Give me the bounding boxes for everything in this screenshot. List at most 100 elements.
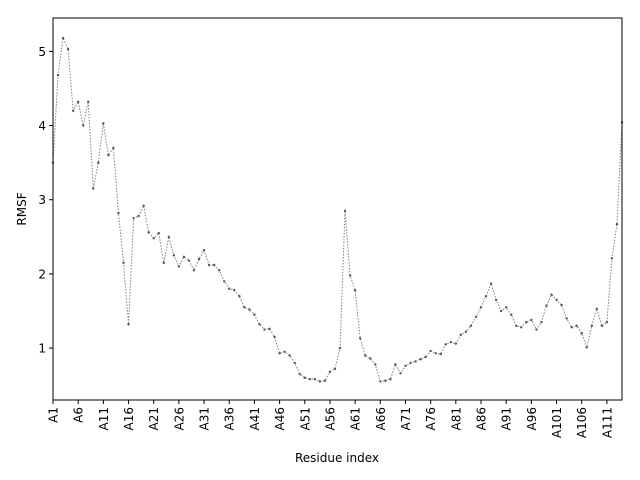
data-point xyxy=(510,313,513,316)
data-point xyxy=(394,363,397,366)
x-tick-label: A36 xyxy=(223,407,237,430)
data-point xyxy=(202,248,206,252)
data-point xyxy=(555,298,558,302)
data-point xyxy=(112,146,115,150)
data-point xyxy=(615,223,619,226)
rmsf-series-line xyxy=(52,36,623,383)
data-point xyxy=(580,332,583,335)
data-point xyxy=(595,307,599,310)
data-point xyxy=(238,294,241,298)
data-point xyxy=(348,274,352,277)
x-tick-label: A56 xyxy=(323,407,337,430)
data-point xyxy=(520,326,523,329)
x-tick-label: A11 xyxy=(97,407,111,430)
data-point xyxy=(217,268,221,272)
y-axis-ticks: 1 2 3 4 5 xyxy=(38,45,53,356)
data-point xyxy=(273,335,276,339)
data-point xyxy=(590,324,593,328)
data-point xyxy=(479,306,483,309)
x-tick-label: A46 xyxy=(273,407,287,430)
data-point xyxy=(97,161,100,164)
data-point xyxy=(504,306,508,309)
x-tick-label: A66 xyxy=(374,407,388,430)
data-point xyxy=(87,100,90,104)
y-tick-label: 4 xyxy=(38,119,46,133)
x-tick-label: A61 xyxy=(349,407,363,430)
data-point xyxy=(288,354,291,357)
data-point xyxy=(263,328,266,331)
data-point xyxy=(585,346,588,349)
data-point xyxy=(338,346,342,350)
x-tick-label: A6 xyxy=(72,407,86,423)
x-tick-label: A101 xyxy=(550,407,564,438)
data-point xyxy=(610,257,614,260)
data-point xyxy=(550,293,553,296)
data-point xyxy=(384,379,387,382)
x-tick-label: A86 xyxy=(475,407,489,430)
data-point xyxy=(253,313,256,316)
data-point xyxy=(530,318,533,322)
data-point xyxy=(545,304,548,307)
y-tick-label: 1 xyxy=(38,342,46,356)
x-tick-label: A76 xyxy=(424,407,438,430)
x-tick-label: A26 xyxy=(172,407,186,430)
axes-frame xyxy=(52,17,623,401)
data-point xyxy=(152,237,155,240)
data-point xyxy=(313,378,317,381)
data-point xyxy=(449,340,452,344)
x-axis-label: Residue index xyxy=(295,451,379,465)
data-point xyxy=(328,370,332,374)
data-point xyxy=(424,355,427,359)
x-tick-label: A51 xyxy=(298,407,312,430)
data-point xyxy=(258,323,261,326)
x-tick-label: A96 xyxy=(525,407,539,430)
data-point xyxy=(243,306,246,309)
data-point xyxy=(207,263,211,267)
data-point xyxy=(268,327,271,330)
data-point xyxy=(489,282,493,285)
data-point xyxy=(474,315,478,319)
data-point xyxy=(389,378,392,381)
data-point xyxy=(379,380,382,383)
data-point xyxy=(343,209,347,213)
data-point xyxy=(102,122,105,125)
y-tick-label: 5 xyxy=(38,45,46,59)
data-point xyxy=(399,372,402,375)
data-point xyxy=(172,254,176,257)
data-point xyxy=(434,352,437,355)
data-point xyxy=(464,330,468,333)
data-point xyxy=(127,323,130,326)
data-point xyxy=(192,268,196,272)
data-point xyxy=(187,259,191,262)
data-point xyxy=(137,214,140,218)
data-point xyxy=(560,303,563,307)
x-tick-label: A1 xyxy=(47,407,61,423)
x-tick-label: A21 xyxy=(147,407,161,430)
data-point xyxy=(600,324,604,328)
data-point xyxy=(157,231,160,235)
y-tick-label: 3 xyxy=(38,193,46,207)
data-point xyxy=(142,204,145,207)
data-point xyxy=(369,357,372,360)
data-point xyxy=(570,326,573,329)
x-tick-label: A71 xyxy=(399,407,413,430)
data-point xyxy=(484,294,488,298)
data-point xyxy=(303,376,306,379)
x-tick-label: A81 xyxy=(449,407,463,430)
data-point xyxy=(107,154,110,157)
data-point xyxy=(535,328,538,331)
x-tick-label: A91 xyxy=(500,407,514,430)
data-point xyxy=(177,265,181,268)
x-tick-label: A31 xyxy=(198,407,212,430)
data-point xyxy=(147,231,150,234)
y-tick-label: 2 xyxy=(38,267,46,281)
data-point xyxy=(419,358,422,361)
data-point xyxy=(363,354,367,357)
data-point xyxy=(293,361,296,365)
data-point xyxy=(469,324,473,328)
data-point xyxy=(358,337,362,340)
data-point xyxy=(283,350,286,353)
data-point xyxy=(132,217,135,220)
data-point xyxy=(318,380,322,383)
